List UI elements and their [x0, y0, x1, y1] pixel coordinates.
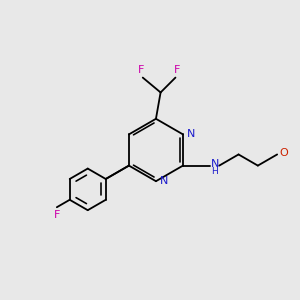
- Text: F: F: [174, 65, 180, 75]
- Text: N: N: [211, 159, 219, 170]
- Text: F: F: [138, 65, 145, 75]
- Text: N: N: [187, 129, 195, 139]
- Text: H: H: [211, 167, 218, 176]
- Text: N: N: [160, 176, 168, 186]
- Text: O: O: [280, 148, 288, 158]
- Text: F: F: [54, 210, 60, 220]
